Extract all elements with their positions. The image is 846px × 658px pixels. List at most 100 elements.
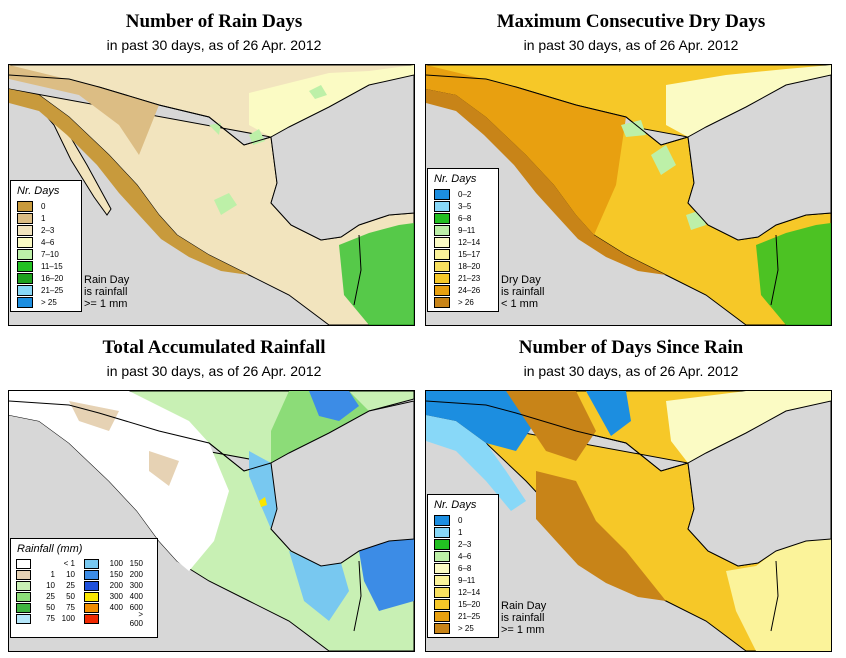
legend-item: 21–23	[428, 272, 498, 284]
legend-label: 0	[41, 201, 46, 211]
legend-to: 600	[129, 603, 143, 612]
legend-grid: < 1 1 10 10 25 25 50 50 75 75 100 100 150 150 2…	[11, 558, 157, 628]
legend-item: 11–15	[11, 260, 81, 272]
legend-from: 100	[109, 559, 123, 568]
legend-swatch	[17, 212, 33, 224]
legend-from: 1	[50, 570, 55, 579]
legend-swatch	[17, 284, 33, 296]
legend-swatch	[84, 580, 99, 591]
legend-label: 4–6	[41, 237, 55, 247]
note-line: >= 1 mm	[84, 298, 128, 310]
legend-to: 75	[66, 603, 75, 612]
legend-swatch	[84, 591, 99, 602]
legend-item: 1	[11, 212, 81, 224]
legend-item: 0–2	[428, 188, 498, 200]
legend-item: 3–5	[428, 200, 498, 212]
legend-to: 25	[66, 581, 75, 590]
legend-swatch	[434, 284, 450, 296]
legend-swatch	[16, 602, 31, 613]
legend-item: 75 100	[11, 613, 79, 624]
legend-swatch	[434, 514, 450, 526]
legend-swatch	[434, 586, 450, 598]
legend-swatch	[434, 550, 450, 562]
legend-item: 16–20	[11, 272, 81, 284]
legend-note: Dry Day is rainfall < 1 mm	[501, 274, 544, 310]
legend-item: 0	[428, 514, 498, 526]
legend-label: > 25	[41, 297, 57, 307]
legend-to: 150	[129, 559, 143, 568]
legend-label: 1	[458, 527, 463, 537]
legend-swatch	[434, 598, 450, 610]
legend-swatch	[16, 613, 31, 624]
legend-item: 150 200	[79, 569, 147, 580]
legend-dry-days: Nr. Days 0–2 3–5 6–8 9–11 12–14 15–17 18…	[427, 168, 499, 312]
legend-label: 12–14	[458, 237, 481, 247]
legend-item: 21–25	[428, 610, 498, 622]
note-line: is rainfall	[501, 286, 545, 298]
legend-item: 25 50	[11, 591, 79, 602]
legend-item: 9–11	[428, 574, 498, 586]
legend-item: < 1	[11, 558, 79, 569]
legend-swatch	[434, 562, 450, 574]
legend-swatch	[84, 558, 99, 569]
legend-item: > 25	[11, 296, 81, 308]
legend-total-rainfall: Rainfall (mm) < 1 1 10 10 25 25 50 50 75 75 1…	[10, 538, 158, 638]
legend-label: 7–10	[41, 249, 59, 259]
legend-column: < 1 1 10 10 25 25 50 50 75 75 100	[11, 558, 79, 624]
legend-swatch	[17, 260, 33, 272]
legend-swatch	[17, 296, 33, 308]
legend-label: 9–11	[458, 575, 476, 585]
legend-to: 10	[66, 570, 75, 579]
legend-note: Rain Day is rainfall >= 1 mm	[84, 274, 129, 310]
legend-label: 2–3	[458, 539, 472, 549]
note-line: Rain Day	[501, 600, 547, 612]
panel-subtitle: in past 30 days, as of 26 Apr. 2012	[523, 363, 739, 379]
legend-swatch	[434, 260, 450, 272]
legend-item: 1	[428, 526, 498, 538]
legend-swatch	[434, 272, 450, 284]
legend-swatch	[434, 236, 450, 248]
legend-from: 75	[46, 614, 55, 623]
legend-from: 400	[109, 603, 123, 612]
legend-label: 0	[458, 515, 463, 525]
legend-swatch	[84, 602, 99, 613]
legend-label: > 26	[458, 297, 474, 307]
legend-item: 0	[11, 200, 81, 212]
legend-label: 15–17	[458, 249, 481, 259]
note-line: Rain Day	[84, 274, 130, 286]
legend-label: 1	[41, 213, 46, 223]
legend-item: 10 25	[11, 580, 79, 591]
legend-swatch	[434, 574, 450, 586]
legend-item: 4–6	[428, 550, 498, 562]
legend-swatch	[16, 591, 31, 602]
legend-label: 21–25	[458, 611, 481, 621]
legend-swatch	[434, 212, 450, 224]
legend-label: 16–20	[41, 273, 64, 283]
legend-label: 24–26	[458, 285, 481, 295]
legend-swatch	[17, 272, 33, 284]
legend-label: 6–8	[458, 563, 472, 573]
legend-item: > 600	[79, 610, 147, 628]
note-line: < 1 mm	[501, 298, 538, 310]
legend-item: 2–3	[428, 538, 498, 550]
legend-item: > 25	[428, 622, 498, 634]
legend-item: 15–20	[428, 598, 498, 610]
legend-label: 0–2	[458, 189, 472, 199]
legend-swatch	[434, 296, 450, 308]
legend-swatch	[17, 200, 33, 212]
legend-label: > 25	[458, 623, 474, 633]
panel-dry-days: Maximum Consecutive Dry Days in past 30 …	[425, 6, 837, 326]
legend-item: 4–6	[11, 236, 81, 248]
legend-item: 12–14	[428, 236, 498, 248]
legend-title: Nr. Days	[434, 173, 477, 185]
legend-item: 12–14	[428, 586, 498, 598]
legend-to: 400	[129, 592, 143, 601]
legend-swatch	[434, 622, 450, 634]
legend-item: 7–10	[11, 248, 81, 260]
legend-swatch	[434, 224, 450, 236]
legend-label: 12–14	[458, 587, 481, 597]
legend-swatch	[16, 558, 31, 569]
legend-column: 100 150 150 200 200 300 300 400 400 600 > 600	[79, 558, 147, 628]
legend-label: 21–25	[41, 285, 64, 295]
legend-label: 2–3	[41, 225, 55, 235]
